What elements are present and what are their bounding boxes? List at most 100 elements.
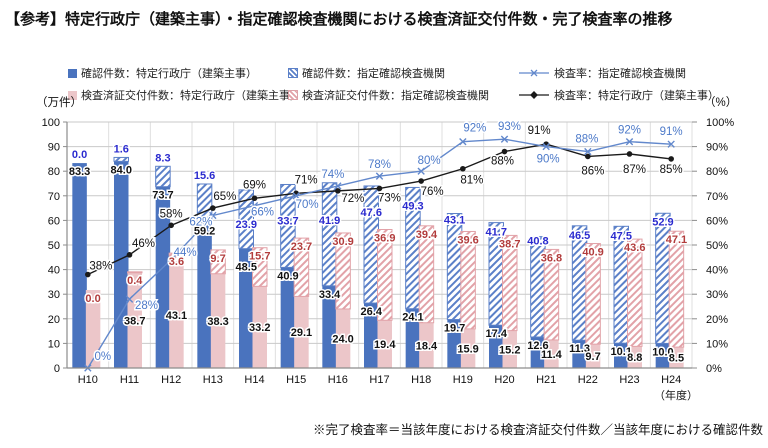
pct-label-tokutei: 85% — [660, 164, 683, 176]
x-axis-tick: H23 — [619, 374, 639, 386]
bar-kakunin-tokutei — [364, 303, 379, 368]
footnote: ※完了検査率＝当該年度における検査済証交付件数／当該年度における確認件数 — [312, 423, 763, 437]
rate-line-tokutei-marker — [668, 156, 674, 162]
label-kofu-tokutei: 33.2 — [249, 322, 270, 334]
right-axis-tick: 50% — [706, 240, 728, 252]
bar-kofu-tokutei — [85, 290, 101, 368]
bar-kofu-tokutei — [377, 320, 392, 368]
label-kofu-shitei: 39.6 — [457, 234, 478, 246]
pct-label-shitei: 92% — [618, 125, 641, 137]
pct-label-shitei: 80% — [418, 155, 441, 167]
bar-kakunin-tokutei — [72, 163, 87, 368]
rate-line-tokutei-marker — [335, 188, 341, 194]
pct-label-tokutei: 87% — [623, 164, 646, 176]
bar-kofu-shitei — [502, 234, 518, 332]
label-kofu-tokutei: 29.1 — [291, 327, 312, 339]
pct-label-tokutei: 76% — [421, 186, 444, 198]
right-axis-tick: 100% — [706, 117, 734, 129]
rate-line-tokutei-marker — [418, 178, 424, 184]
label-kakunin-tokutei: 26.4 — [361, 306, 383, 318]
pct-label-tokutei: 71% — [295, 174, 318, 186]
x-axis-tick: H10 — [78, 374, 98, 386]
chart-title: 【参考】特定行政庁（建築主事）・指定確認検査機関における検査済証交付件数・完了検… — [5, 11, 673, 28]
x-axis-tick: H22 — [578, 374, 598, 386]
x-axis-tick: H13 — [203, 374, 223, 386]
bar-kakunin-shitei — [446, 213, 463, 321]
pct-label-shitei: 74% — [321, 169, 344, 181]
left-axis-tick: 80 — [48, 166, 60, 178]
bar-kofu-tokutei — [294, 296, 309, 368]
bar-kofu-tokutei — [627, 346, 642, 368]
left-axis-tick: 20 — [48, 314, 60, 326]
pct-label-shitei: 93% — [498, 121, 521, 133]
right-axis-tick: 80% — [706, 166, 728, 178]
bar-kofu-tokutei — [460, 328, 476, 368]
bar-kakunin-tokutei — [655, 343, 671, 368]
bar-kofu-tokutei — [419, 322, 434, 368]
label-kofu-tokutei: 8.8 — [627, 352, 642, 364]
label-kofu-shitei: 30.9 — [332, 236, 353, 248]
legend-label-kakunin-shitei: 確認件数：指定確認検査機関 — [302, 68, 445, 80]
label-kakunin-shitei: 49.3 — [402, 200, 423, 212]
label-kakunin-tokutei: 73.7 — [152, 190, 173, 202]
pct-label-tokutei: 58% — [160, 208, 183, 220]
label-kakunin-tokutei: 59.2 — [194, 225, 215, 237]
legend-label-kakunin-tokutei: 確認件数：特定行政庁（建築主事） — [81, 68, 257, 80]
rate-line-tokutei-marker — [210, 205, 216, 211]
label-kakunin-tokutei: 10.1 — [611, 346, 632, 358]
pct-label-shitei: 90% — [537, 154, 560, 166]
pct-label-shitei: 91% — [660, 126, 683, 138]
label-kofu-shitei: 0.4 — [127, 275, 143, 287]
left-axis-tick: 30 — [48, 289, 60, 301]
bar-kofu-tokutei — [169, 261, 184, 368]
label-kofu-tokutei: 18.4 — [416, 340, 438, 352]
label-kofu-shitei: 39.4 — [416, 229, 438, 241]
bar-kofu-shitei — [543, 248, 560, 341]
label-kofu-shitei: 40.9 — [582, 247, 603, 259]
right-axis-tick: 90% — [706, 142, 728, 154]
line-x-marker-icon — [519, 69, 549, 77]
pct-label-shitei: 70% — [296, 199, 319, 211]
label-kofu-shitei: 36.8 — [541, 252, 562, 264]
label-kofu-shitei: 9.7 — [210, 253, 225, 265]
left-axis-tick: 0 — [54, 363, 60, 375]
left-axis-tick: 70 — [48, 191, 60, 203]
bar-kakunin-tokutei — [155, 186, 171, 368]
label-kakunin-shitei: 47.5 — [611, 230, 632, 242]
right-axis-tick: 10% — [706, 338, 728, 350]
bar-kakunin-shitei — [321, 182, 338, 287]
rate-line-tokutei-marker — [460, 165, 466, 172]
bar-kakunin-shitei — [571, 225, 588, 341]
bar-kakunin-tokutei — [614, 343, 629, 368]
right-axis-tick: 0% — [706, 363, 722, 375]
rate-line-tokutei-marker — [251, 195, 258, 202]
label-kofu-shitei: 47.1 — [666, 234, 687, 246]
label-kakunin-shitei: 43.1 — [444, 215, 465, 227]
label-kofu-shitei: 38.7 — [499, 238, 520, 250]
rate-line-tokutei-marker — [501, 148, 508, 155]
pct-label-shitei: 62% — [189, 216, 212, 228]
left-axis-unit: （万件） — [36, 95, 82, 109]
label-kofu-tokutei: 8.5 — [669, 353, 684, 365]
label-kakunin-tokutei: 84.0 — [111, 164, 132, 176]
legend-item-kofu-tokutei: 検査済証交付件数：特定行政庁（建築主事） — [68, 88, 301, 102]
x-axis-tick: H18 — [411, 374, 431, 386]
label-kakunin-shitei: 52.9 — [652, 216, 673, 228]
pct-label-tokutei: 38% — [89, 261, 112, 273]
pct-label-tokutei: 65% — [213, 191, 236, 203]
bars-group — [72, 156, 685, 368]
label-kakunin-shitei: 47.6 — [361, 207, 382, 219]
pct-label-tokutei: 81% — [460, 175, 483, 187]
bar-kofu-shitei — [210, 249, 226, 275]
label-kofu-shitei: 43.6 — [624, 242, 645, 254]
label-kakunin-tokutei: 12.6 — [527, 340, 548, 352]
rate-line-tokutei-marker — [626, 151, 633, 157]
rate-line-shitei-marker — [584, 147, 592, 156]
label-kakunin-shitei: 41.7 — [486, 227, 507, 239]
bar-kakunin-tokutei — [280, 267, 296, 368]
rate-line-shitei-marker — [250, 201, 259, 210]
label-kofu-tokutei: 15.9 — [457, 343, 478, 355]
label-kakunin-tokutei: 83.3 — [69, 166, 90, 178]
